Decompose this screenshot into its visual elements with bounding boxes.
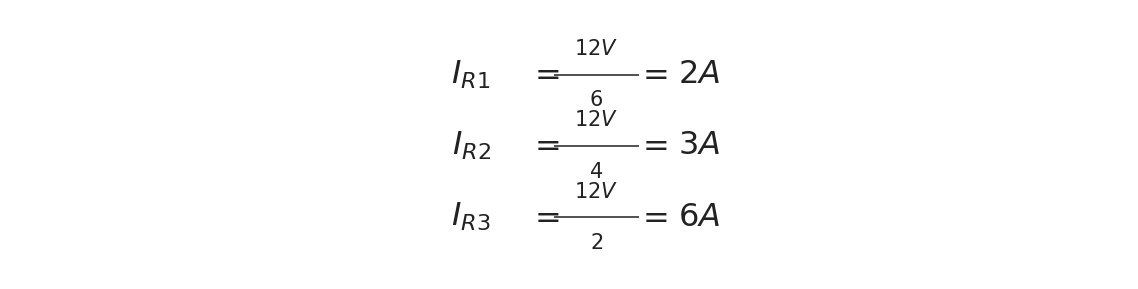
Text: $2$: $2$ — [589, 233, 603, 253]
Text: $=$: $=$ — [528, 202, 560, 233]
Text: $6$: $6$ — [589, 90, 603, 110]
Text: $12V$: $12V$ — [575, 181, 618, 201]
Text: $3A$: $3A$ — [678, 130, 720, 162]
Text: $12V$: $12V$ — [575, 110, 618, 130]
Text: $I_{R3}$: $I_{R3}$ — [452, 201, 490, 233]
Text: $=$: $=$ — [528, 130, 560, 162]
Text: $6A$: $6A$ — [678, 202, 720, 233]
Text: $I_{R1}$: $I_{R1}$ — [452, 59, 490, 91]
Text: $I_{R2}$: $I_{R2}$ — [452, 130, 490, 162]
Text: $12V$: $12V$ — [575, 39, 618, 59]
Text: $=$: $=$ — [528, 59, 560, 90]
Text: $=$: $=$ — [636, 59, 668, 90]
Text: $4$: $4$ — [589, 162, 603, 181]
Text: $=$: $=$ — [636, 130, 668, 162]
Text: $2A$: $2A$ — [678, 59, 720, 90]
Text: $=$: $=$ — [636, 202, 668, 233]
